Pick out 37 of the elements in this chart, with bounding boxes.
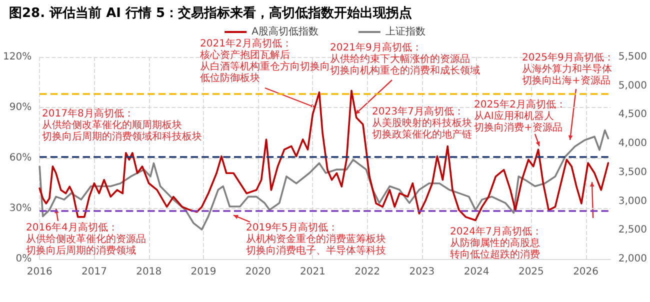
chart-title: 图28. 评估当前 AI 行情 5：交易指标来看，高切低指数开始出现拐点: [9, 5, 412, 21]
x-tick-label: 2025: [518, 266, 544, 278]
annotation: 2016年4月高切低：从供给侧改革催化的资源品切换向后周期的消费领域: [26, 221, 146, 256]
y2-tick-label: 2,000: [618, 254, 648, 264]
legend-label: 上证指数: [385, 26, 426, 38]
y2-tick-label: 5,500: [618, 52, 648, 62]
y2-tick-label: 5,000: [618, 80, 648, 92]
x-tick-label: 2016: [26, 266, 52, 278]
x-tick-label: 2024: [464, 266, 490, 278]
y-tick-label: 60%: [9, 152, 32, 164]
x-tick-label: 2017: [81, 266, 107, 278]
annotation: 2021年9月高切低：从供给约束下大幅涨价的资源品切换向机构重仓的消费和成长领域: [330, 41, 480, 76]
x-tick-label: 2023: [409, 266, 435, 278]
line-series: [38, 90, 610, 222]
y-tick-label: 0%: [16, 254, 32, 264]
annotation: 2023年7月高切低：从美股映射的科技板块切换政策催化的地产链: [372, 105, 472, 140]
annotation: 2019年5月高切低：从机构资金重仓的消费蓝筹板块切换向消费电子、半导体等科技: [246, 221, 386, 256]
x-tick-label: 2022: [354, 266, 380, 278]
x-tick-label: 2018: [136, 266, 162, 278]
y-tick-label: 120%: [2, 52, 32, 62]
x-tick-label: 2020: [245, 266, 271, 278]
y-tick-label: 90%: [9, 102, 32, 113]
y2-tick-label: 4,500: [618, 109, 648, 120]
x-tick-label: 2026: [573, 266, 599, 278]
annotation: 2025年9月高切低：从海外算力和半导体切换向出海+资源品: [522, 51, 614, 86]
x-tick-label: 2019: [190, 266, 216, 278]
y-tick-label: 30%: [9, 203, 32, 214]
x-tick-label: 2021: [300, 266, 326, 278]
annotation: 2024年7月高切低：从防御属性的高股息转向低位超跌的消费: [450, 225, 542, 260]
legend-label: A股高切低指数: [252, 26, 318, 38]
y2-tick-label: 3,500: [618, 166, 648, 178]
annotation: 2025年2月高切低：从AI应用和机器人切换向消费+资源品: [474, 98, 566, 134]
annotation: 2017年8月高切低：从供给侧改革催化的顺周期板块切换向后周期的消费领域和科技板块: [42, 107, 202, 142]
annotation: 2021年2月高切低：核心资产抱团瓦解后从白酒等机构重仓方向切换向低位防御板块: [199, 37, 330, 84]
y2-tick-label: 3,000: [618, 196, 648, 207]
y2-tick-label: 4,000: [618, 138, 648, 150]
y2-tick-label: 2,500: [618, 224, 648, 236]
